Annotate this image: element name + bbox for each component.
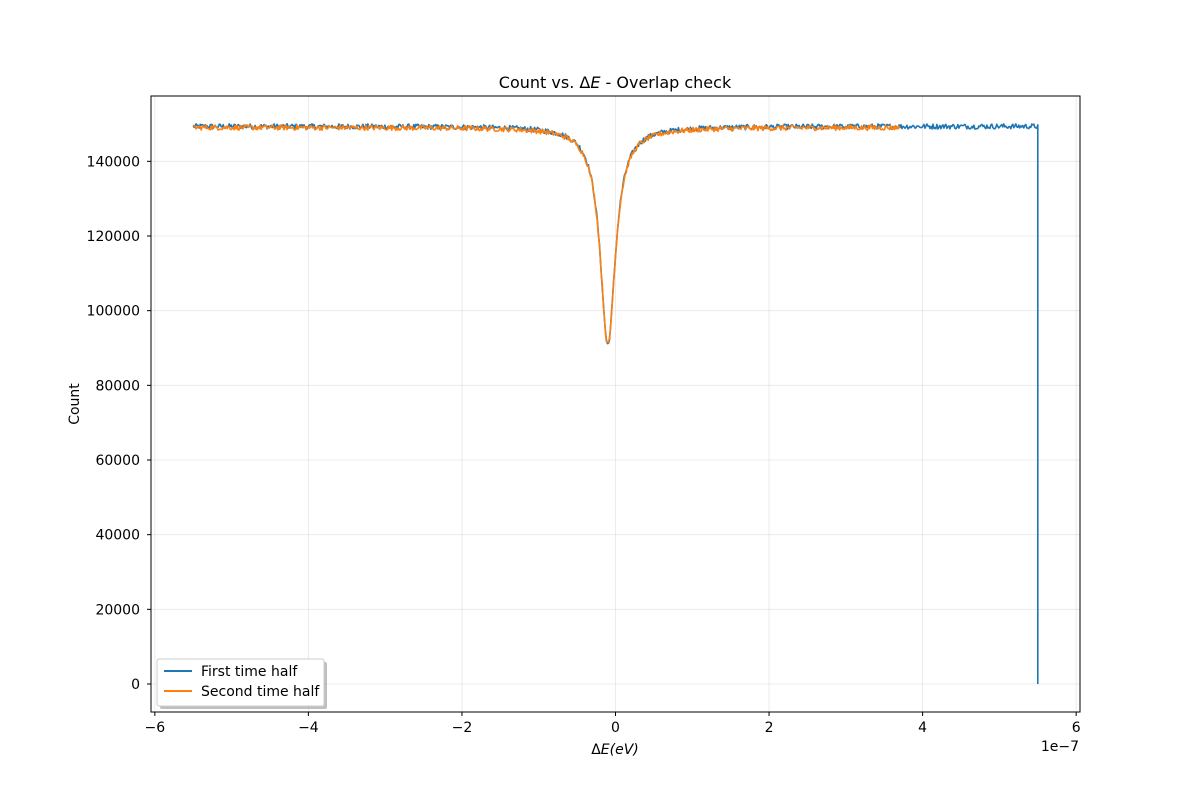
chart-title-var: E	[590, 73, 601, 92]
chart-title-suffix: - Overlap check	[600, 73, 732, 92]
x-tick-label: 4	[918, 720, 927, 736]
y-tick-label: 100000	[87, 304, 140, 320]
x-axis-label-prefix: Δ	[591, 742, 601, 758]
y-tick-label: 0	[131, 677, 140, 693]
y-ticks: 0 20000 40000 60000 80000 100000 120000 140000	[87, 154, 151, 693]
series-line-second-time-half	[192, 124, 901, 344]
chart-title: Count vs. ΔE - Overlap check	[499, 73, 732, 92]
x-tick-label: −4	[298, 720, 319, 736]
x-axis-label-var: E(eV)	[601, 742, 639, 758]
grid-lines	[151, 96, 1080, 712]
legend-label-second-time-half: Second time half	[201, 684, 320, 700]
x-axis-label: ΔE(eV)	[591, 742, 639, 758]
legend-box	[156, 658, 325, 707]
x-ticks: −6 −4 −2 0 2 4 6	[145, 712, 1081, 736]
x-tick-label: −6	[145, 720, 166, 736]
y-tick-label: 140000	[87, 154, 140, 170]
x-tick-label: 0	[611, 720, 620, 736]
chart-title-prefix: Count vs. Δ	[499, 73, 591, 92]
series-lines	[192, 123, 1039, 684]
y-tick-label: 80000	[95, 378, 140, 394]
y-tick-label: 60000	[95, 453, 140, 469]
y-tick-label: 40000	[95, 528, 140, 544]
y-tick-label: 120000	[87, 229, 140, 245]
x-offset-text: 1e−7	[1041, 739, 1079, 755]
y-tick-label: 20000	[95, 602, 140, 618]
legend-label-first-time-half: First time half	[201, 664, 298, 680]
y-axis-label: Count	[67, 383, 83, 425]
x-tick-label: 2	[765, 720, 774, 736]
legend: First time half Second time half	[156, 658, 327, 709]
x-tick-label: −2	[452, 720, 473, 736]
x-tick-label: 6	[1072, 720, 1081, 736]
